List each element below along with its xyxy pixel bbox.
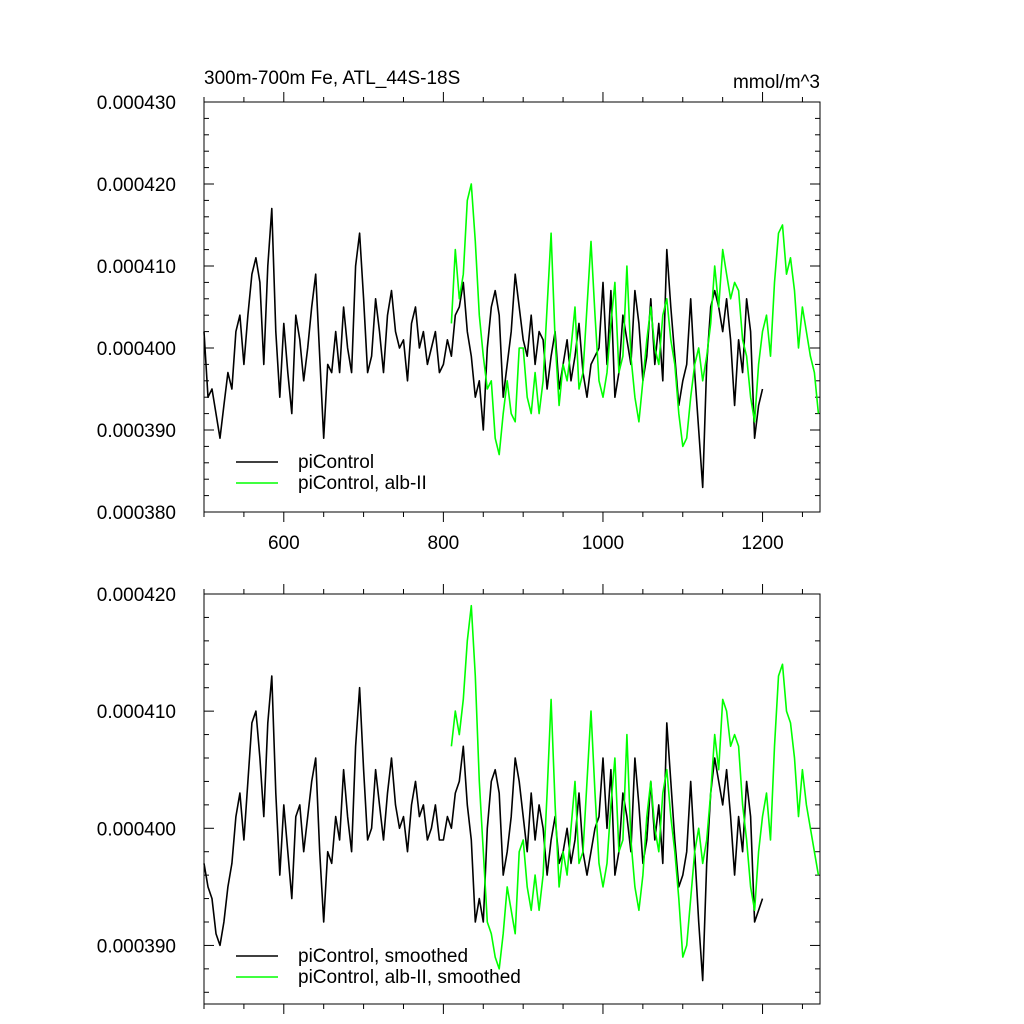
y-tick-label: 0.000380 (97, 503, 176, 524)
series-line-green (450, 183, 820, 456)
y-tick-label: 0.000390 (97, 936, 176, 957)
y-tick-label: 0.000420 (97, 585, 176, 606)
plot-frame (203, 101, 821, 513)
y-tick-label: 0.000420 (97, 175, 176, 196)
x-tick-label: 1200 (741, 533, 783, 554)
y-tick-label: 0.000400 (97, 819, 176, 840)
bottom-panel-series (203, 604, 820, 982)
series-line-black (203, 207, 764, 489)
series-line-green (450, 604, 820, 970)
x-tick-label: 800 (428, 533, 460, 554)
x-tick-label: 1000 (582, 533, 624, 554)
plot-frame (203, 593, 821, 1005)
legend-label: piControl, alb-II, smoothed (298, 967, 521, 988)
chart-title: 300m-700m Fe, ATL_44S-18S (204, 68, 460, 89)
series-line-black (203, 675, 764, 982)
legend-label: piControl, smoothed (298, 946, 468, 967)
top-panel-series (203, 183, 820, 489)
x-tick-label: 600 (268, 533, 300, 554)
legend-label: piControl, alb-II (298, 473, 427, 494)
y-tick-label: 0.000400 (97, 339, 176, 360)
y-tick-label: 0.000390 (97, 421, 176, 442)
top-panel: 300m-700m Fe, ATL_44S-18S mmol/m^3 600 80… (97, 68, 821, 554)
bottom-panel-axes: 0.000390 0.000400 0.000410 0.000420 (97, 584, 821, 1014)
y-tick-label: 0.000430 (97, 93, 176, 114)
units-label: mmol/m^3 (733, 72, 820, 93)
top-panel-axes: 600 800 1000 1200 0.000380 0.000390 0.000400 0.… (97, 92, 821, 554)
y-tick-label: 0.000410 (97, 257, 176, 278)
bottom-panel: 0.000390 0.000400 0.000410 0.000420 piContr… (97, 584, 821, 1014)
legend-label: piControl (298, 452, 374, 473)
y-tick-label: 0.000410 (97, 702, 176, 723)
